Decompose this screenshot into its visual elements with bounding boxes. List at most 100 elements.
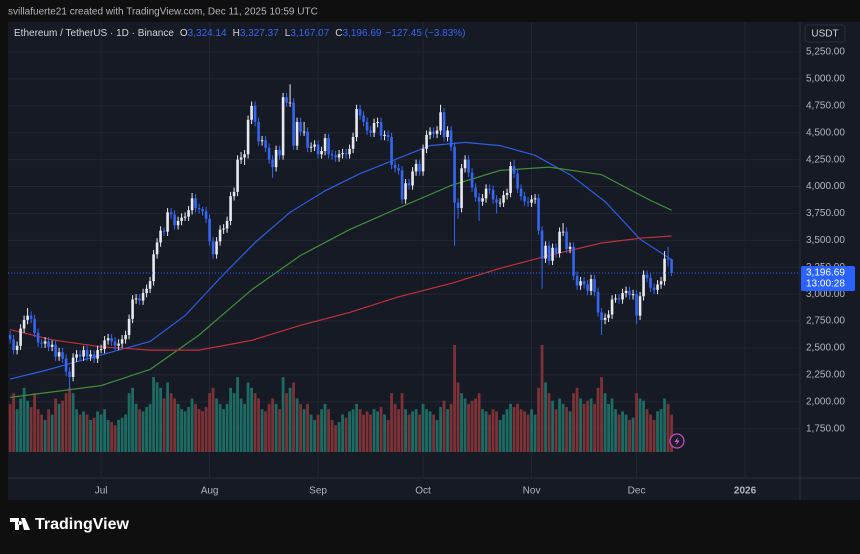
candle-body — [71, 357, 75, 377]
candle-body — [372, 123, 376, 133]
volume-bar — [253, 393, 257, 452]
x-tick-label: Aug — [201, 486, 219, 497]
volume-bar — [519, 409, 523, 452]
volume-bar — [526, 414, 530, 452]
moving-average-line — [10, 166, 672, 398]
candle-body — [498, 202, 502, 204]
volume-bar — [439, 407, 442, 452]
candle-body — [449, 130, 453, 147]
candle-body — [432, 131, 435, 134]
candle-body — [201, 209, 204, 212]
currency[interactable]: USDT — [811, 29, 838, 40]
candle-body — [642, 274, 645, 297]
candle-body — [183, 216, 187, 218]
ohlc-value: 3,196.69 — [343, 28, 382, 39]
x-tick-label: Jul — [95, 486, 108, 497]
candle-body — [320, 151, 323, 155]
candle-body — [316, 144, 320, 155]
candle-body — [649, 277, 652, 288]
candle-body — [103, 340, 106, 349]
y-tick-label: 2,250.00 — [806, 369, 845, 380]
candle-body — [141, 293, 145, 301]
candle-body — [365, 121, 369, 131]
volume-bar — [176, 403, 180, 452]
candle-body — [628, 290, 631, 296]
candle-body — [250, 105, 253, 120]
volume-bar — [351, 409, 355, 452]
volume-bar — [180, 409, 183, 452]
candle-body — [397, 168, 400, 171]
volume-bar — [327, 409, 330, 452]
volume-bar — [467, 403, 470, 452]
volume-bar — [271, 398, 274, 452]
volume-bar — [19, 398, 22, 452]
candle-body — [222, 228, 225, 230]
candle-body — [176, 220, 180, 226]
candle-body — [390, 137, 393, 165]
volume-bar — [155, 382, 159, 452]
currency-box[interactable] — [804, 24, 846, 43]
volume-bar — [470, 400, 474, 452]
volume-bar — [572, 393, 575, 452]
volume-bar — [425, 409, 428, 452]
volume-bar — [110, 422, 113, 452]
volume-bar — [215, 398, 218, 452]
volume-bar — [57, 403, 61, 452]
volume-bar — [299, 403, 302, 452]
candle-body — [404, 183, 407, 200]
candle-body — [474, 187, 477, 198]
volume-bar — [145, 407, 148, 452]
volume-bar — [533, 414, 537, 452]
y-tick-label: 2,500.00 — [806, 343, 845, 354]
volume-bar — [243, 403, 246, 452]
volume-bar — [92, 417, 96, 452]
candle-body — [645, 274, 649, 278]
candle-body — [131, 299, 134, 319]
candle-body — [113, 341, 117, 346]
candle-body — [120, 339, 124, 344]
y-tick-label: 3,750.00 — [806, 208, 845, 219]
volume-bar — [183, 411, 187, 452]
candle-body — [225, 220, 229, 229]
volume-bar — [593, 403, 596, 452]
volume-bar — [516, 403, 519, 452]
logo-mark[interactable] — [10, 518, 30, 530]
event-icon[interactable] — [669, 433, 685, 449]
volume-bar — [225, 403, 229, 452]
candle-body — [127, 318, 131, 336]
logo-text[interactable]: TradingView — [35, 516, 130, 533]
candle-body — [614, 298, 617, 300]
last-price-box — [801, 265, 855, 291]
candle-body — [379, 121, 383, 136]
candle-body — [260, 140, 264, 142]
candle-body — [166, 212, 169, 232]
candle-body — [540, 230, 544, 259]
candle-body — [621, 293, 624, 300]
volume-bar — [208, 393, 211, 452]
y-tick-label: 1,750.00 — [806, 423, 845, 434]
candle-body — [229, 196, 232, 221]
volume-bar — [449, 403, 453, 452]
volume-bar — [124, 414, 127, 452]
candle-body — [467, 159, 470, 173]
candle-body — [215, 241, 218, 255]
volume-bar — [456, 382, 460, 452]
volume-bar — [117, 419, 120, 452]
axes: 1,750.00 2,000.00 2,250.00 2,500.00 2,750.00… — [95, 47, 846, 497]
candle-body — [537, 198, 540, 231]
logo[interactable]: TradingView — [10, 516, 130, 533]
symbol: Ethereum / TetherUS · 1D · Binance — [14, 28, 174, 39]
candle-body — [579, 281, 582, 286]
volume-bar — [82, 411, 85, 452]
volume-bar — [201, 411, 204, 452]
candle-body — [551, 247, 554, 261]
candle-body — [470, 172, 474, 188]
volume-bar — [421, 403, 425, 452]
candle-body — [603, 317, 607, 320]
candle-body — [561, 231, 565, 233]
candle-body — [8, 335, 12, 340]
candle-body — [565, 231, 568, 249]
volume-bar — [285, 393, 288, 452]
candle-body — [134, 298, 138, 300]
event-bolt[interactable] — [674, 437, 680, 446]
